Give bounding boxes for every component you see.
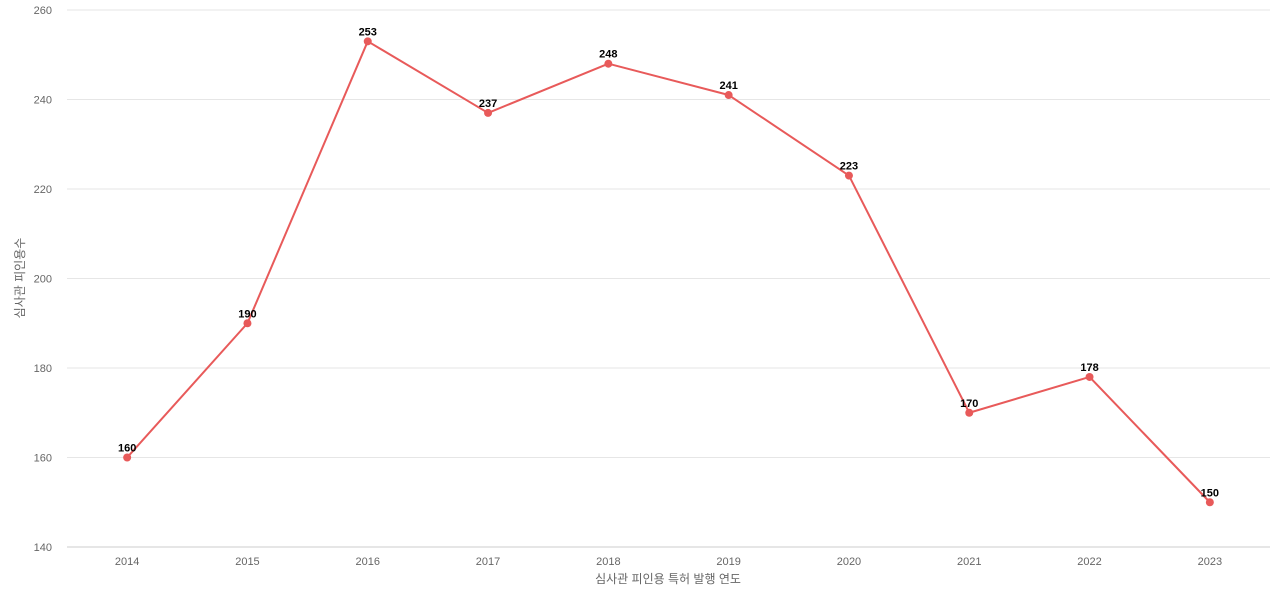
data-label: 190: [238, 308, 256, 320]
data-label: 178: [1080, 362, 1098, 374]
x-tick-label: 2018: [596, 556, 620, 568]
y-tick-label: 180: [34, 363, 52, 375]
data-point: [1205, 498, 1214, 507]
x-axis-title: 심사관 피인용 특허 발행 연도: [595, 571, 741, 586]
y-tick-label: 240: [34, 95, 52, 107]
x-tick-label: 2015: [235, 556, 259, 568]
y-axis: 140 160 180 200 220 240 260: [34, 5, 52, 554]
x-axis: 2014 2015 2016 2017 2018 2019 2020 2021 2022 2023: [115, 556, 1222, 568]
data-label: 253: [359, 26, 377, 38]
data-point: [484, 108, 493, 117]
data-point: [844, 171, 853, 180]
data-point: [1085, 372, 1094, 381]
data-label: 241: [719, 80, 737, 92]
x-tick-label: 2014: [115, 556, 139, 568]
y-axis-title: 심사관 피인용수: [13, 238, 27, 319]
x-tick-label: 2021: [957, 556, 981, 568]
x-tick-label: 2017: [476, 556, 500, 568]
data-point: [123, 453, 132, 462]
data-label: 248: [599, 49, 617, 61]
data-point: [363, 37, 372, 46]
data-label: 170: [960, 398, 978, 410]
x-tick-label: 2019: [716, 556, 740, 568]
x-tick-label: 2022: [1077, 556, 1101, 568]
x-tick-label: 2016: [356, 556, 380, 568]
data-label: 223: [840, 161, 858, 173]
y-tick-label: 220: [34, 184, 52, 196]
y-tick-label: 200: [34, 274, 52, 286]
series-line: [126, 40, 1211, 503]
data-point: [243, 319, 252, 328]
x-tick-label: 2023: [1198, 556, 1222, 568]
data-point: [604, 59, 613, 68]
data-label: 150: [1201, 487, 1219, 499]
x-tick-label: 2020: [837, 556, 861, 568]
series-group: [123, 37, 1214, 507]
y-tick-label: 140: [34, 542, 52, 554]
y-tick-label: 160: [34, 453, 52, 465]
data-label: 160: [118, 443, 136, 455]
gridlines: [67, 9, 1270, 548]
data-point: [724, 91, 733, 100]
y-tick-label: 260: [34, 5, 52, 17]
data-label: 237: [479, 98, 497, 110]
data-point: [965, 408, 974, 417]
data-labels: 160 190 253 237 248 241 223 170 178 150: [118, 26, 1219, 499]
